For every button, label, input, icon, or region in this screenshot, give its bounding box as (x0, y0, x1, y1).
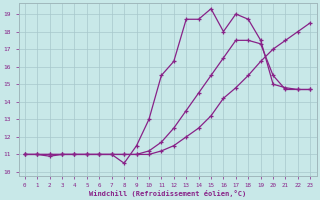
X-axis label: Windchill (Refroidissement éolien,°C): Windchill (Refroidissement éolien,°C) (89, 190, 246, 197)
